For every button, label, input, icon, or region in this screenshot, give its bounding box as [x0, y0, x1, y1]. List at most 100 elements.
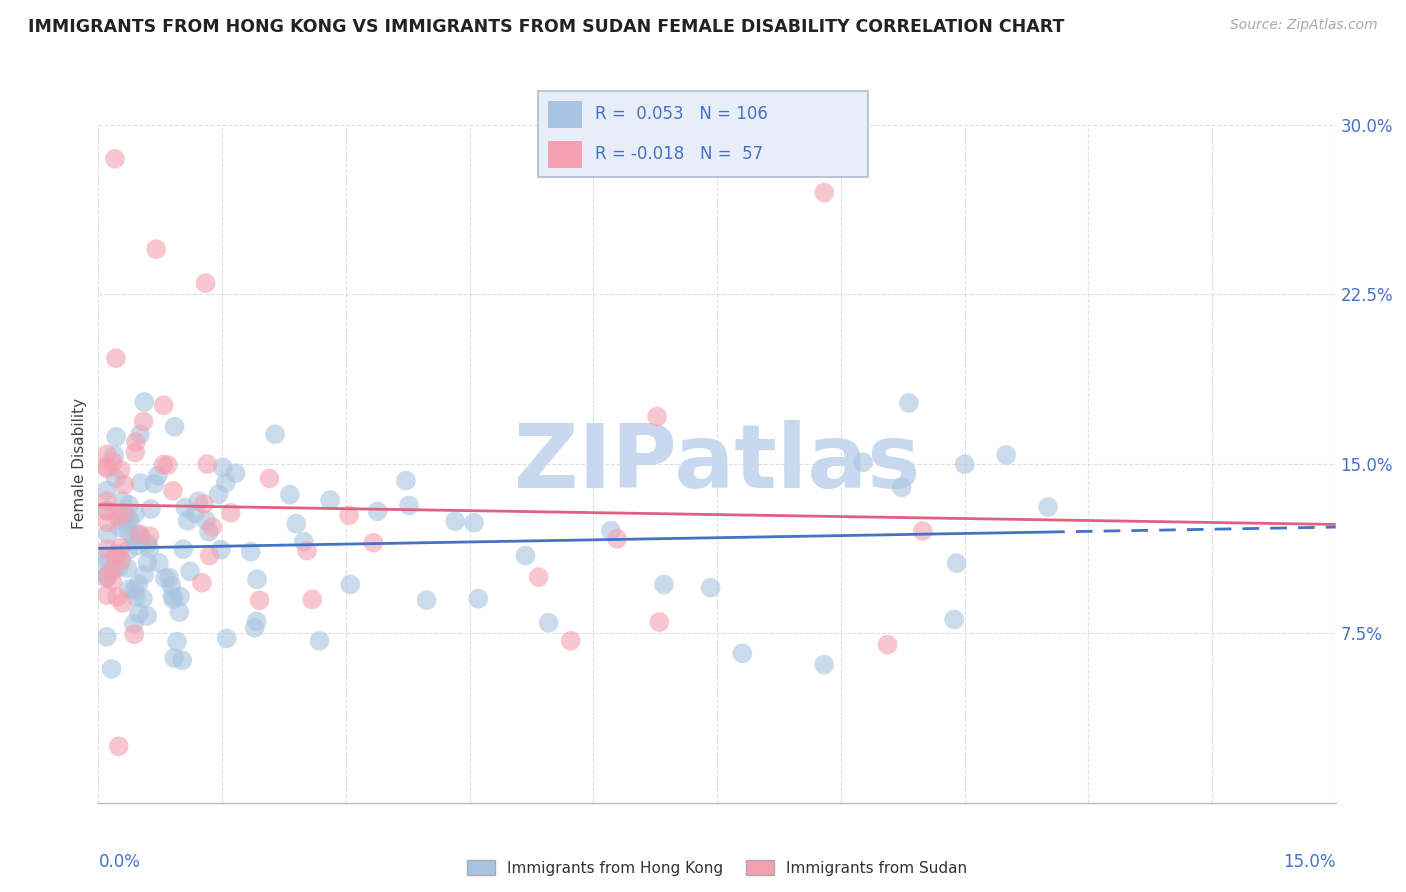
Point [101, 455, 124, 469]
Point [124, 627, 146, 641]
Point [162, 483, 184, 498]
Point [852, 455, 875, 469]
Point [953, 457, 976, 471]
Point [176, 514, 198, 528]
Point [157, 570, 180, 584]
Point [96, 447, 118, 461]
Point [398, 499, 420, 513]
Point [174, 500, 197, 515]
Point [160, 589, 183, 603]
Point [152, 398, 174, 412]
Point [96, 504, 118, 518]
Point [105, 590, 128, 604]
Point [96, 516, 118, 530]
Point [118, 524, 141, 539]
Point [107, 509, 129, 524]
Point [129, 530, 152, 544]
Point [104, 351, 127, 366]
Point [239, 544, 262, 558]
Point [193, 497, 215, 511]
Point [215, 475, 238, 490]
Text: IMMIGRANTS FROM HONG KONG VS IMMIGRANTS FROM SUDAN FEMALE DISABILITY CORRELATION: IMMIGRANTS FROM HONG KONG VS IMMIGRANTS … [28, 18, 1064, 36]
Point [243, 621, 266, 635]
Point [648, 615, 671, 629]
Point [118, 498, 141, 512]
Point [105, 430, 128, 444]
Point [444, 514, 467, 528]
Text: ZIPatlas: ZIPatlas [515, 420, 920, 508]
Point [207, 487, 229, 501]
Point [259, 471, 281, 485]
Point [246, 615, 269, 629]
Point [104, 549, 127, 563]
Point [136, 536, 159, 550]
Point [363, 535, 385, 549]
Y-axis label: Female Disability: Female Disability [72, 398, 87, 530]
Point [138, 529, 160, 543]
Point [162, 592, 184, 607]
Point [184, 506, 207, 520]
Point [179, 565, 201, 579]
Point [127, 577, 149, 591]
Point [112, 516, 135, 530]
Point [110, 553, 132, 567]
Point [292, 534, 315, 549]
Point [96, 459, 118, 474]
Point [395, 474, 418, 488]
Point [117, 543, 139, 558]
Point [108, 520, 131, 534]
Point [219, 506, 242, 520]
Point [132, 591, 155, 606]
Point [129, 475, 152, 490]
Point [156, 458, 179, 472]
Point [127, 528, 149, 542]
Point [115, 561, 138, 575]
Point [1036, 500, 1059, 514]
Point [319, 493, 342, 508]
Point [163, 651, 186, 665]
Point [945, 556, 967, 570]
Point [110, 508, 132, 522]
Point [125, 590, 148, 604]
Point [191, 575, 214, 590]
Point [163, 419, 186, 434]
Point [264, 427, 287, 442]
Point [146, 468, 169, 483]
Point [467, 591, 489, 606]
Point [136, 608, 159, 623]
Point [136, 556, 159, 570]
Point [367, 504, 389, 518]
Point [103, 563, 125, 577]
Point [108, 560, 131, 574]
Point [911, 524, 934, 538]
Point [301, 592, 323, 607]
Point [107, 739, 129, 754]
Point [813, 186, 835, 200]
Point [172, 542, 194, 557]
Point [943, 613, 966, 627]
Point [143, 476, 166, 491]
Point [96, 556, 118, 570]
Point [122, 533, 145, 547]
Point [114, 507, 136, 521]
Point [125, 435, 148, 450]
Point [128, 606, 150, 620]
Point [96, 494, 118, 508]
Point [215, 632, 238, 646]
Point [897, 396, 920, 410]
Point [278, 488, 301, 502]
Point [125, 539, 148, 553]
Point [645, 409, 668, 424]
Point [124, 507, 146, 521]
Point [129, 427, 152, 442]
Point [652, 577, 675, 591]
Point [128, 527, 150, 541]
Point [153, 571, 176, 585]
Point [152, 458, 174, 472]
Point [285, 516, 308, 531]
Point [139, 502, 162, 516]
Point [96, 569, 118, 583]
Point [515, 549, 537, 563]
Point [103, 448, 125, 462]
Point [100, 662, 122, 676]
